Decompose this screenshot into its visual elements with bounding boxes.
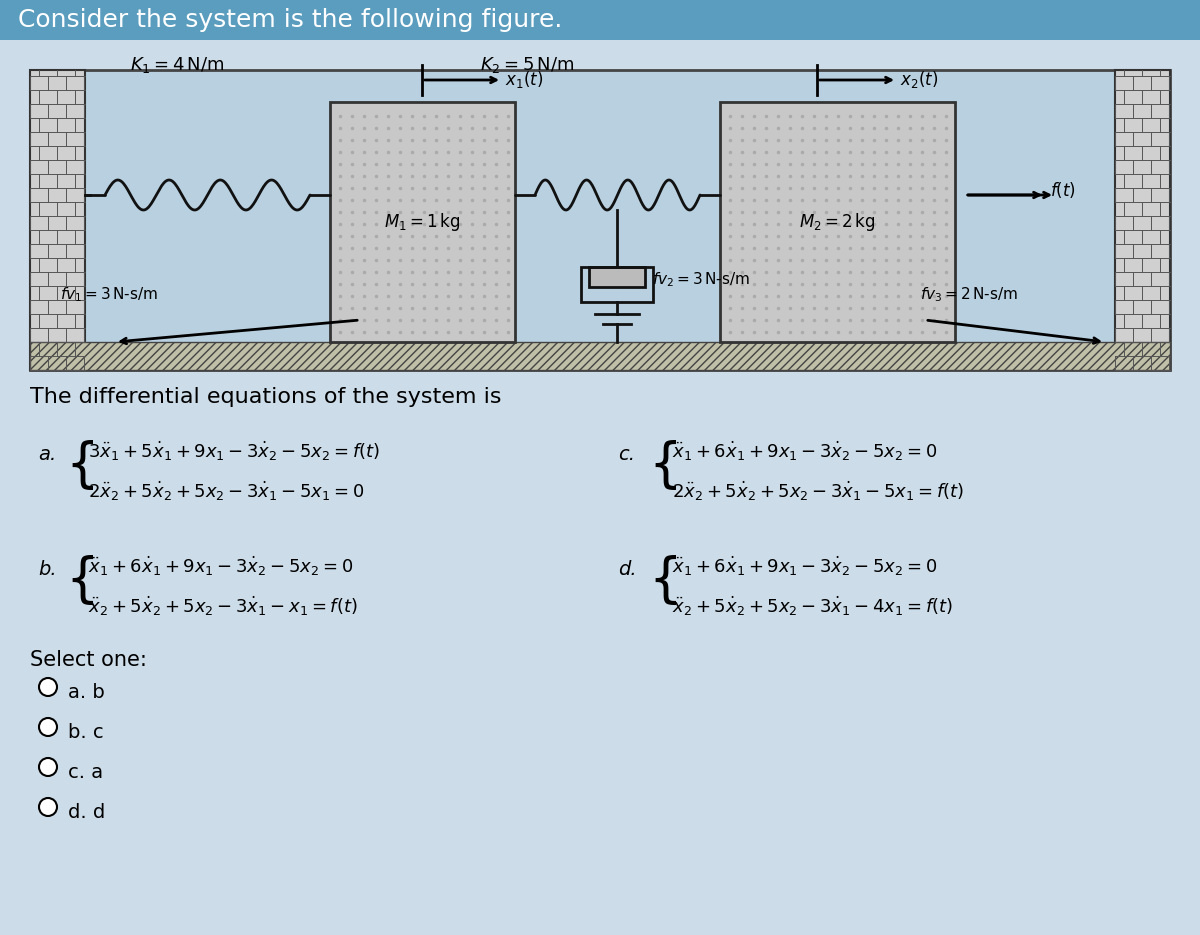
Text: $fv_1 = 3\,\mathrm{N\text{-}s/m}$: $fv_1 = 3\,\mathrm{N\text{-}s/m}$ bbox=[60, 286, 158, 305]
Text: $K_1 = 4\,\mathrm{N/m}$: $K_1 = 4\,\mathrm{N/m}$ bbox=[130, 55, 224, 75]
Text: $3\ddot{x}_1 + 5\dot{x}_1 + 9x_1 - 3\dot{x}_2 - 5x_2 = f(t)$: $3\ddot{x}_1 + 5\dot{x}_1 + 9x_1 - 3\dot… bbox=[88, 440, 380, 463]
Circle shape bbox=[38, 798, 58, 816]
Text: $\ddot{x}_2 + 5\dot{x}_2 + 5x_2 - 3\dot{x}_1 - 4x_1 = f(t)$: $\ddot{x}_2 + 5\dot{x}_2 + 5x_2 - 3\dot{… bbox=[672, 595, 953, 618]
Bar bbox=[720, 102, 955, 342]
Text: $x_1(t)$: $x_1(t)$ bbox=[505, 69, 544, 91]
Text: b. c: b. c bbox=[68, 723, 103, 742]
Bar bbox=[330, 102, 515, 342]
Text: b.: b. bbox=[38, 560, 56, 579]
Text: $M_1 = 1\,\mathrm{kg}$: $M_1 = 1\,\mathrm{kg}$ bbox=[384, 211, 461, 233]
Bar bbox=[30, 342, 1170, 370]
Text: $\ddot{x}_1 + 6\dot{x}_1 + 9x_1 - 3\dot{x}_2 - 5x_2 = 0$: $\ddot{x}_1 + 6\dot{x}_1 + 9x_1 - 3\dot{… bbox=[88, 555, 353, 578]
Bar bbox=[0, 0, 1200, 40]
Text: $\ddot{x}_1 + 6\dot{x}_1 + 9x_1 - 3\dot{x}_2 - 5x_2 = 0$: $\ddot{x}_1 + 6\dot{x}_1 + 9x_1 - 3\dot{… bbox=[672, 555, 937, 578]
Text: c.: c. bbox=[618, 445, 635, 464]
Bar bbox=[30, 70, 1170, 370]
Text: $\{$: $\{$ bbox=[65, 438, 94, 492]
Circle shape bbox=[38, 758, 58, 776]
Text: $K_2 = 5\,\mathrm{N/m}$: $K_2 = 5\,\mathrm{N/m}$ bbox=[480, 55, 575, 75]
Text: d. d: d. d bbox=[68, 803, 106, 822]
Text: $\ddot{x}_2 + 5\dot{x}_2 + 5x_2 - 3\dot{x}_1 - x_1 = f(t)$: $\ddot{x}_2 + 5\dot{x}_2 + 5x_2 - 3\dot{… bbox=[88, 595, 358, 618]
Text: $\{$: $\{$ bbox=[648, 553, 677, 607]
Text: Consider the system is the following figure.: Consider the system is the following fig… bbox=[18, 8, 563, 32]
Bar bbox=[30, 70, 85, 370]
Circle shape bbox=[38, 678, 58, 696]
Text: $2\ddot{x}_2 + 5\dot{x}_2 + 5x_2 - 3\dot{x}_1 - 5x_1 = f(t)$: $2\ddot{x}_2 + 5\dot{x}_2 + 5x_2 - 3\dot… bbox=[672, 480, 964, 503]
Bar bbox=[589, 267, 646, 287]
Text: $\{$: $\{$ bbox=[65, 553, 94, 607]
Text: $x_2(t)$: $x_2(t)$ bbox=[900, 69, 938, 91]
Text: a.: a. bbox=[38, 445, 56, 464]
Bar bbox=[1115, 70, 1170, 370]
Text: d.: d. bbox=[618, 560, 637, 579]
Bar bbox=[581, 267, 653, 302]
Text: $2\ddot{x}_2 + 5\dot{x}_2 + 5x_2 - 3\dot{x}_1 - 5x_1 = 0$: $2\ddot{x}_2 + 5\dot{x}_2 + 5x_2 - 3\dot… bbox=[88, 480, 364, 503]
Text: $M_2 = 2\,\mathrm{kg}$: $M_2 = 2\,\mathrm{kg}$ bbox=[799, 211, 875, 233]
Text: The differential equations of the system is: The differential equations of the system… bbox=[30, 387, 502, 407]
Circle shape bbox=[38, 718, 58, 736]
Text: a. b: a. b bbox=[68, 683, 104, 702]
Text: $\ddot{x}_1 + 6\dot{x}_1 + 9x_1 - 3\dot{x}_2 - 5x_2 = 0$: $\ddot{x}_1 + 6\dot{x}_1 + 9x_1 - 3\dot{… bbox=[672, 440, 937, 463]
Text: $f(t)$: $f(t)$ bbox=[1050, 180, 1076, 200]
Text: $fv_2 = 3\,\mathrm{N\text{-}s/m}$: $fv_2 = 3\,\mathrm{N\text{-}s/m}$ bbox=[652, 270, 750, 289]
Text: Select one:: Select one: bbox=[30, 650, 146, 670]
Text: $fv_3 = 2\,\mathrm{N\text{-}s/m}$: $fv_3 = 2\,\mathrm{N\text{-}s/m}$ bbox=[920, 286, 1018, 305]
Text: $\{$: $\{$ bbox=[648, 438, 677, 492]
Text: c. a: c. a bbox=[68, 763, 103, 782]
